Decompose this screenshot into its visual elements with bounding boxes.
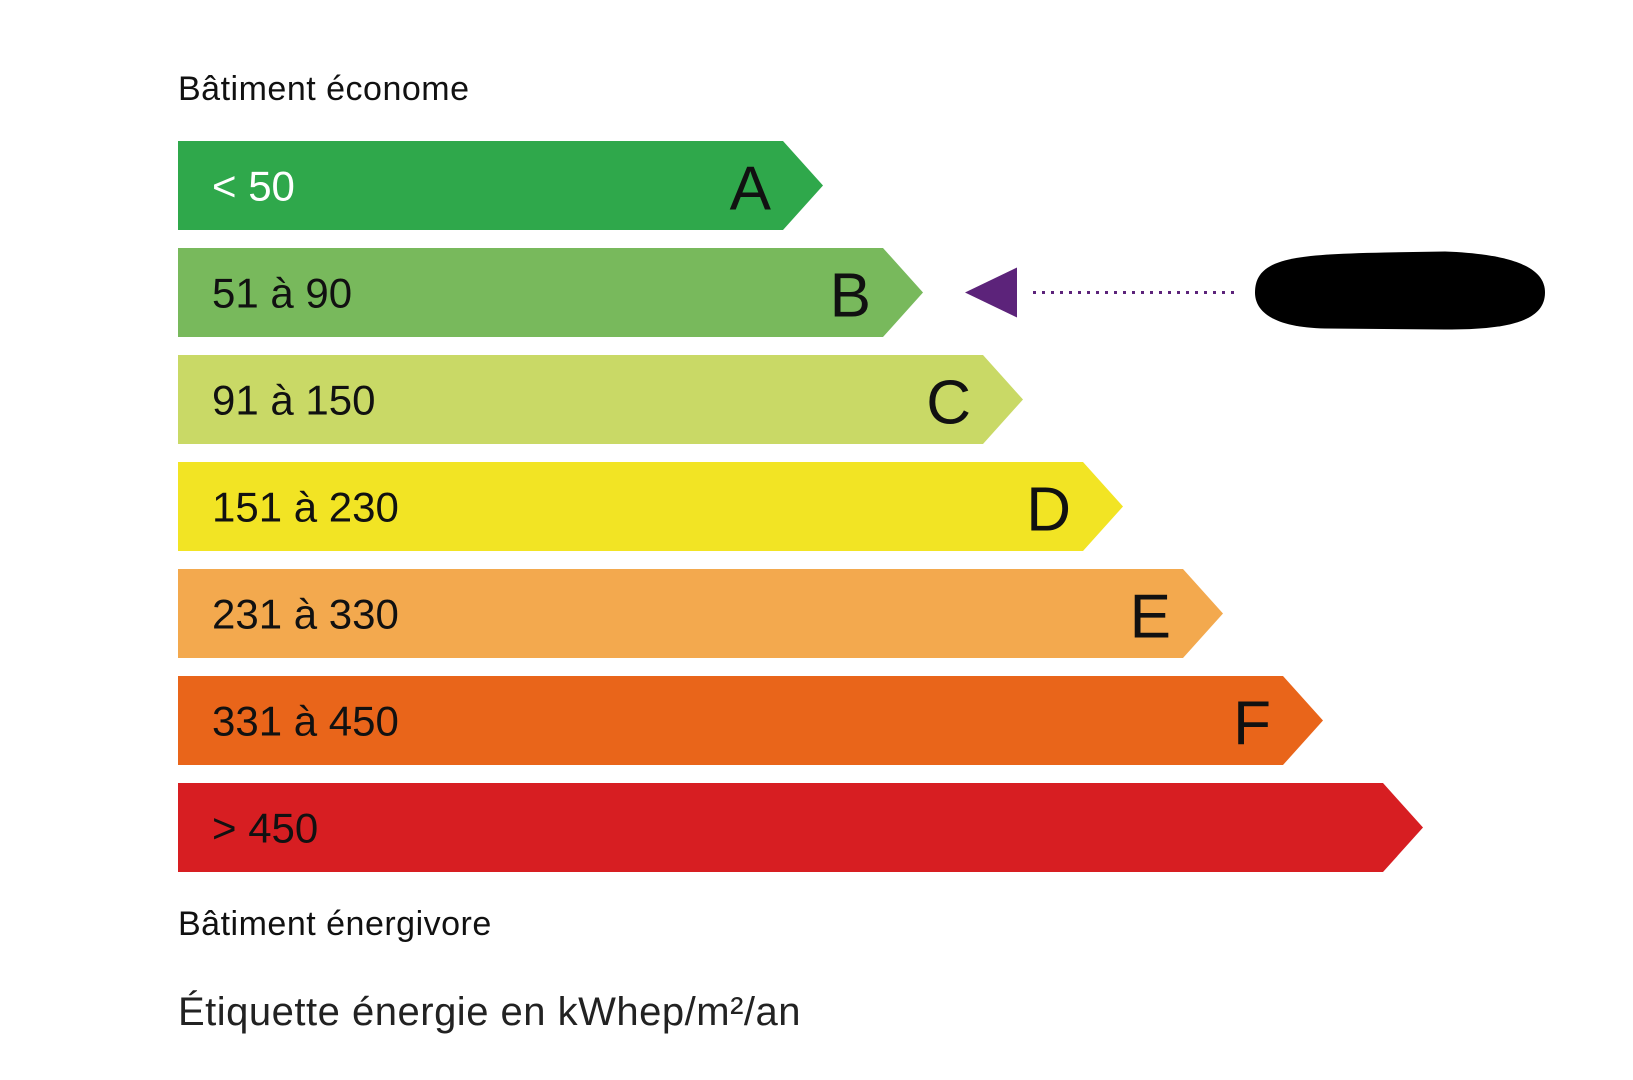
range-label-f: 331 à 450 xyxy=(212,698,399,745)
class-bar-c xyxy=(178,355,1023,444)
class-bar-f xyxy=(178,676,1323,765)
range-label-b: 51 à 90 xyxy=(212,270,352,317)
range-label-e: 231 à 330 xyxy=(212,591,399,638)
unit-caption: Étiquette énergie en kWhep/m²/an xyxy=(178,990,802,1034)
class-letter-d: D xyxy=(1026,476,1071,545)
class-bar-g xyxy=(178,783,1423,872)
class-letter-c: C xyxy=(926,369,971,438)
class-bar-d xyxy=(178,462,1123,551)
class-bar-e xyxy=(178,569,1223,658)
class-letter-a: A xyxy=(730,155,772,224)
range-label-d: 151 à 230 xyxy=(212,484,399,531)
range-label-c: 91 à 150 xyxy=(212,377,376,424)
class-letter-e: E xyxy=(1130,583,1171,652)
current-class-arrow-icon xyxy=(965,267,1017,318)
range-label-a: < 50 xyxy=(212,163,295,210)
redacted-value-blob xyxy=(1255,251,1545,330)
class-letter-b: B xyxy=(830,262,871,331)
class-bar-a xyxy=(178,141,823,230)
class-bar-b xyxy=(178,248,923,337)
range-label-g: > 450 xyxy=(212,805,318,852)
class-letter-f: F xyxy=(1233,690,1271,759)
bottom-label-energy-intensive: Bâtiment énergivore xyxy=(178,905,492,943)
top-label-efficient: Bâtiment économe xyxy=(178,70,470,108)
